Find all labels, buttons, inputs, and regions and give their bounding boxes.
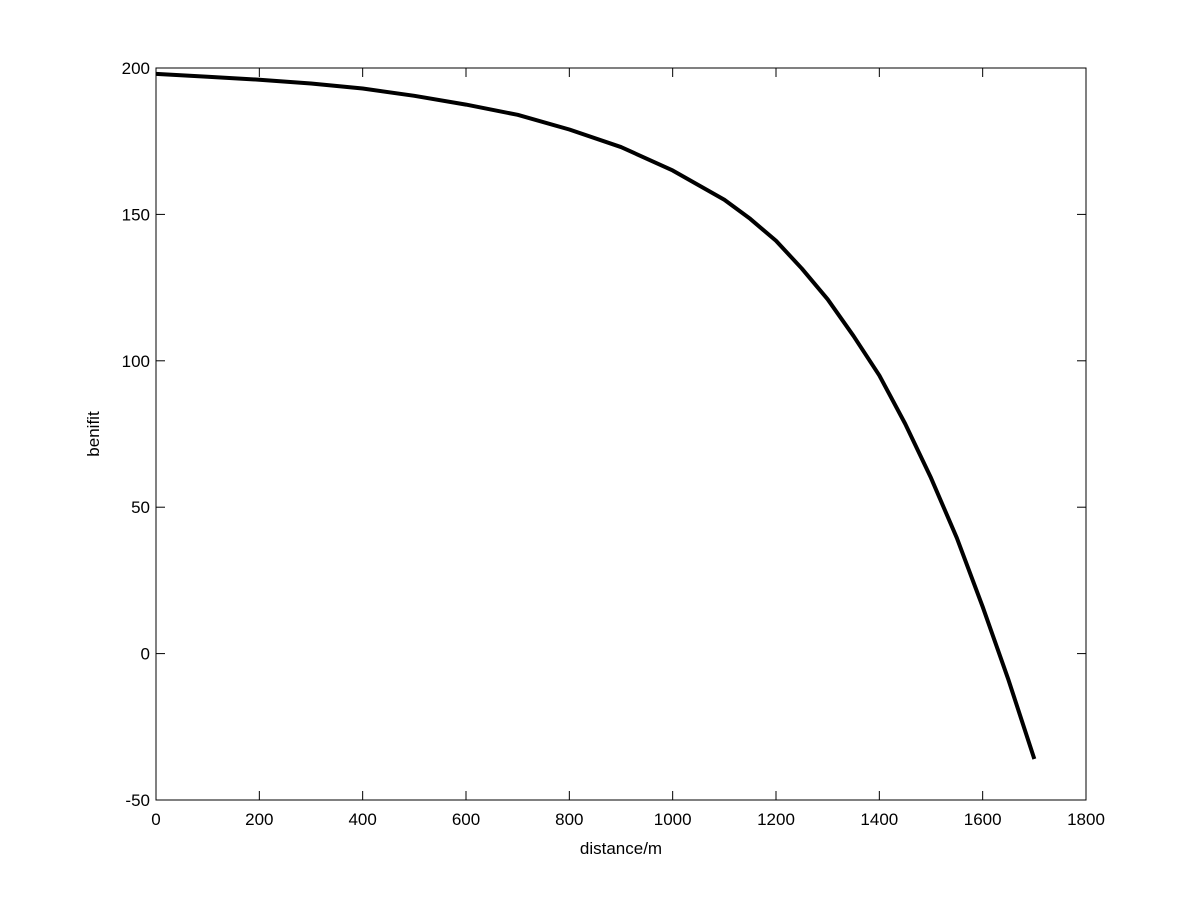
y-tick-label: -50	[125, 791, 150, 810]
x-tick-label: 1400	[860, 810, 898, 829]
y-tick-label: 150	[122, 205, 150, 224]
x-tick-label: 400	[348, 810, 376, 829]
x-tick-label: 200	[245, 810, 273, 829]
x-tick-label: 0	[151, 810, 160, 829]
plot-frame	[155, 67, 1087, 801]
x-tick-label: 1800	[1067, 810, 1105, 829]
y-tick-label: 100	[122, 352, 150, 371]
x-tick-label: 600	[452, 810, 480, 829]
x-tick-label: 1000	[654, 810, 692, 829]
y-tick-label: 0	[141, 645, 150, 664]
y-tick-label: 200	[122, 59, 150, 78]
x-axis-label: distance/m	[580, 839, 662, 858]
line	[155, 71, 1037, 760]
x-tick-label: 1200	[757, 810, 795, 829]
y-tick-label: 50	[131, 498, 150, 517]
x-tick-label: 1600	[964, 810, 1002, 829]
y-axis-label: benifit	[84, 411, 103, 457]
x-tick-label: 800	[555, 810, 583, 829]
